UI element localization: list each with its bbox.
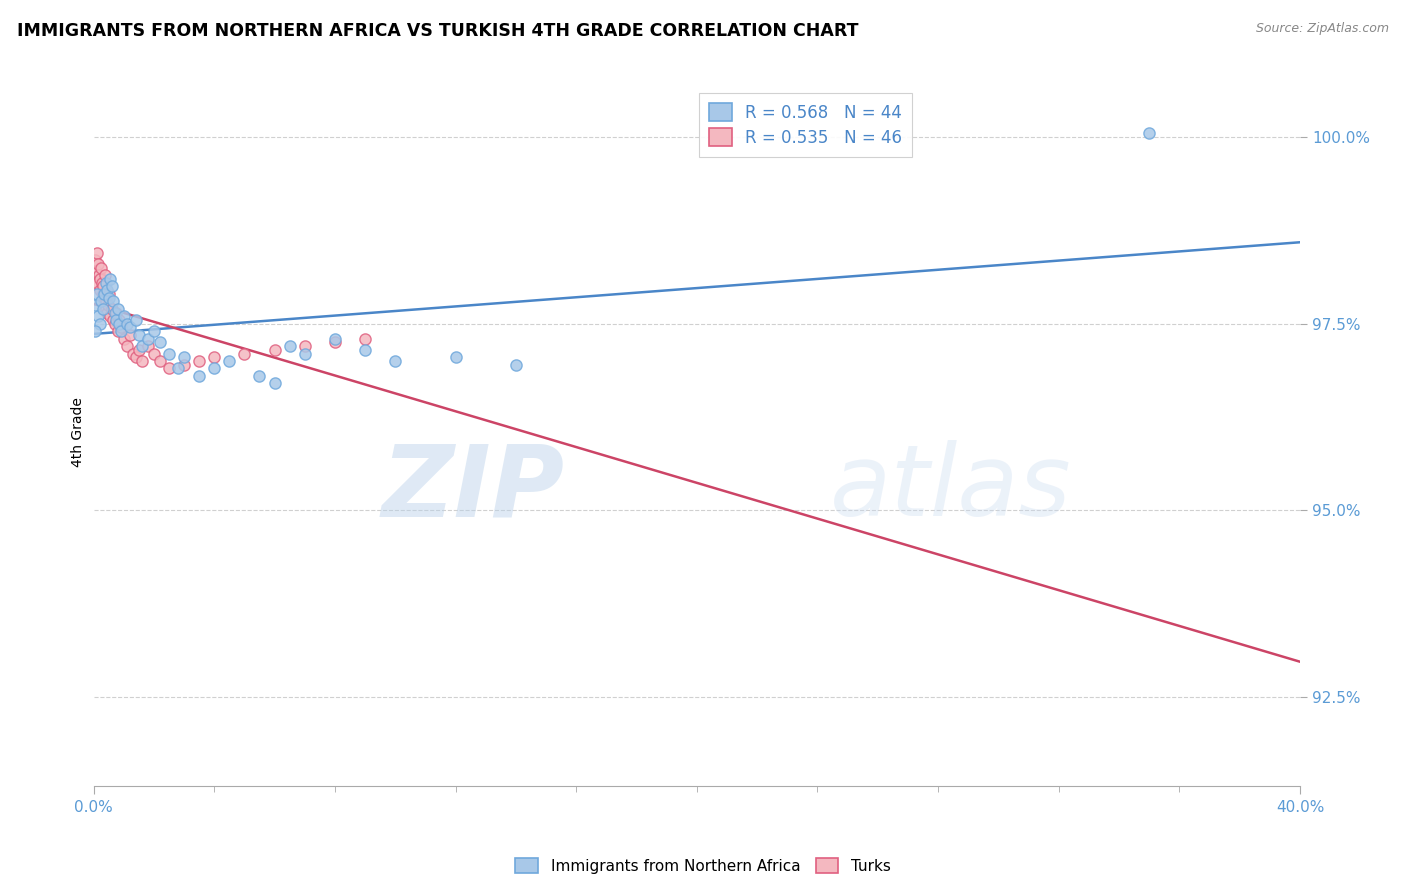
Point — [218, 354, 240, 368]
Point — [233, 346, 256, 360]
Point — [121, 346, 143, 360]
Point — [104, 317, 127, 331]
Point — [131, 339, 153, 353]
Point — [167, 361, 190, 376]
Point — [94, 268, 117, 283]
Point — [84, 253, 107, 268]
Point — [118, 320, 141, 334]
Point — [96, 294, 118, 309]
Point — [96, 305, 118, 319]
Point — [90, 260, 112, 275]
Point — [157, 361, 180, 376]
Point — [112, 332, 135, 346]
Y-axis label: 4th Grade: 4th Grade — [72, 397, 86, 467]
Point — [105, 305, 128, 319]
Text: Source: ZipAtlas.com: Source: ZipAtlas.com — [1256, 22, 1389, 36]
Point — [128, 343, 150, 357]
Point — [157, 346, 180, 360]
Point — [93, 286, 115, 301]
Text: ZIP: ZIP — [381, 440, 564, 537]
Legend: Immigrants from Northern Africa, Turks: Immigrants from Northern Africa, Turks — [509, 852, 897, 880]
Point — [100, 279, 122, 293]
Point — [107, 301, 129, 316]
Point — [118, 327, 141, 342]
Point — [142, 346, 165, 360]
Point — [128, 327, 150, 342]
Point — [112, 310, 135, 324]
Point — [115, 317, 138, 331]
Point — [384, 354, 406, 368]
Point — [89, 272, 111, 286]
Point — [108, 317, 131, 331]
Point — [136, 339, 159, 353]
Point — [125, 351, 148, 365]
Point — [136, 332, 159, 346]
Point — [97, 286, 120, 301]
Point — [90, 294, 112, 309]
Text: IMMIGRANTS FROM NORTHERN AFRICA VS TURKISH 4TH GRADE CORRELATION CHART: IMMIGRANTS FROM NORTHERN AFRICA VS TURKI… — [17, 22, 859, 40]
Point — [97, 298, 120, 312]
Point — [86, 276, 108, 290]
Point — [142, 324, 165, 338]
Point — [100, 301, 122, 316]
Point — [84, 298, 107, 312]
Point — [97, 291, 120, 305]
Point — [263, 343, 285, 357]
Point — [87, 268, 110, 283]
Point — [110, 324, 132, 338]
Point — [278, 339, 301, 353]
Point — [354, 343, 377, 357]
Point — [354, 332, 377, 346]
Point — [94, 301, 117, 316]
Point — [249, 368, 271, 383]
Point — [87, 310, 110, 324]
Point — [91, 286, 114, 301]
Point — [263, 376, 285, 391]
Point — [149, 354, 172, 368]
Point — [173, 351, 195, 365]
Point — [86, 245, 108, 260]
Point — [294, 339, 316, 353]
Point — [96, 283, 118, 297]
Point — [505, 358, 527, 372]
Point — [108, 313, 131, 327]
Point — [84, 264, 107, 278]
Point — [93, 291, 115, 305]
Point — [98, 272, 121, 286]
Point — [110, 320, 132, 334]
Point — [89, 283, 111, 297]
Point — [202, 351, 225, 365]
Point — [89, 317, 111, 331]
Point — [131, 354, 153, 368]
Point — [91, 279, 114, 293]
Point — [444, 351, 467, 365]
Point — [173, 358, 195, 372]
Point — [86, 286, 108, 301]
Point — [101, 294, 124, 309]
Point — [98, 310, 121, 324]
Point — [87, 257, 110, 271]
Point — [84, 324, 107, 338]
Point — [91, 276, 114, 290]
Point — [188, 368, 211, 383]
Text: atlas: atlas — [830, 440, 1071, 537]
Legend: R = 0.568   N = 44, R = 0.535   N = 46: R = 0.568 N = 44, R = 0.535 N = 46 — [699, 93, 912, 157]
Point — [91, 301, 114, 316]
Point — [107, 324, 129, 338]
Point — [294, 346, 316, 360]
Point — [149, 335, 172, 350]
Point — [94, 276, 117, 290]
Point — [105, 313, 128, 327]
Point — [101, 313, 124, 327]
Point — [323, 332, 346, 346]
Point — [202, 361, 225, 376]
Point — [188, 354, 211, 368]
Point — [125, 313, 148, 327]
Point — [104, 305, 127, 319]
Point — [1137, 127, 1160, 141]
Point — [323, 335, 346, 350]
Point — [115, 339, 138, 353]
